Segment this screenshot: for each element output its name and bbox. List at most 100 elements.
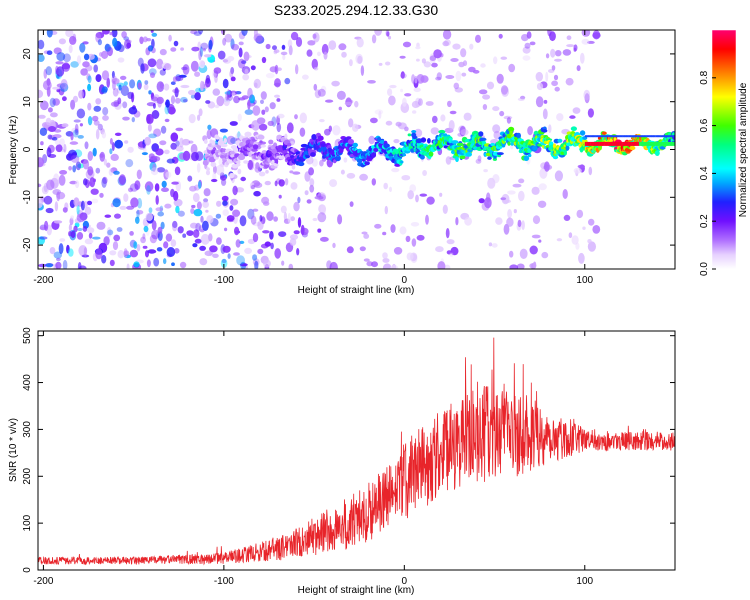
heatmap-cell	[252, 208, 259, 212]
heatmap-cell	[66, 153, 74, 161]
heatmap-cell	[253, 78, 261, 89]
ridge-cell	[347, 138, 354, 145]
heatmap-cell	[257, 248, 264, 255]
heatmap-cell	[431, 62, 438, 68]
heatmap-cell	[43, 195, 53, 205]
heatmap-cell	[202, 200, 210, 209]
heatmap-cell	[287, 39, 293, 48]
ridge-cell	[455, 156, 459, 162]
heatmap-cell	[73, 197, 80, 207]
heatmap-cell	[475, 158, 482, 164]
heatmap-cell	[83, 201, 89, 208]
heatmap-cell	[45, 263, 54, 268]
heatmap-cell	[77, 227, 83, 232]
heatmap-cell	[78, 245, 88, 257]
heatmap-cell	[199, 80, 204, 92]
heatmap-cell	[55, 261, 62, 269]
heatmap-cell	[135, 216, 140, 224]
heatmap-cell	[170, 47, 177, 52]
heatmap-cell	[468, 66, 476, 73]
bottom-plot-frame	[37, 330, 676, 571]
heatmap-cell	[580, 52, 585, 64]
heatmap-cell	[281, 44, 286, 50]
heatmap-cell	[215, 213, 222, 219]
heatmap-cell	[116, 227, 123, 232]
heatmap-cell	[137, 143, 147, 150]
heatmap-cell	[312, 33, 317, 39]
ridge-cell	[479, 137, 487, 142]
heatmap-cell	[276, 98, 281, 102]
ridge-steady-cell	[653, 141, 656, 146]
heatmap-cell	[157, 211, 164, 217]
ridge-halo-cell	[597, 135, 600, 138]
ridge-cell	[287, 142, 292, 147]
heatmap-cell	[200, 233, 210, 245]
ridge-cell	[334, 155, 341, 162]
heatmap-cell	[198, 108, 203, 117]
ridge-cell	[451, 140, 459, 144]
heatmap-cell	[146, 102, 156, 107]
heatmap-cell	[446, 250, 452, 255]
ridge-cell	[356, 158, 363, 163]
heatmap-cell	[77, 135, 84, 139]
heatmap-cell	[418, 98, 423, 106]
heatmap-cell	[290, 182, 298, 190]
heatmap-cell	[261, 196, 270, 204]
heatmap-cell	[87, 227, 95, 234]
heatmap-cell	[196, 201, 202, 210]
heatmap-cell	[430, 127, 439, 135]
heatmap-cell	[272, 45, 277, 51]
heatmap-cell	[133, 241, 138, 249]
heatmap-cell	[80, 68, 88, 76]
heatmap-cell	[170, 239, 177, 247]
heatmap-cell	[50, 177, 59, 189]
heatmap-cell	[405, 235, 411, 243]
ridge-halo-cell	[660, 135, 663, 138]
ridge-cell	[258, 171, 266, 177]
heatmap-cell	[54, 139, 61, 146]
heatmap-cell	[367, 80, 376, 84]
heatmap-cell	[53, 173, 60, 184]
heatmap-cell	[260, 243, 269, 249]
heatmap-cell	[147, 249, 157, 254]
heatmap-cell	[157, 231, 163, 242]
ridge-steady-cell	[669, 141, 672, 146]
ridge-cell	[237, 168, 242, 175]
heatmap-cell	[191, 46, 200, 52]
heatmap-cell	[206, 215, 214, 224]
heatmap-cell	[388, 95, 396, 106]
heatmap-cell	[56, 52, 66, 62]
heatmap-cell	[284, 178, 289, 186]
ridge-halo-cell	[593, 135, 596, 138]
ridge-cell	[419, 154, 425, 160]
heatmap-cell	[102, 176, 108, 184]
heatmap-cell	[47, 107, 53, 113]
heatmap-cell	[252, 105, 261, 116]
heatmap-cell	[435, 246, 444, 253]
heatmap-cell	[63, 143, 67, 153]
heatmap-cell	[70, 99, 76, 110]
heatmap-cell	[182, 64, 190, 75]
heatmap-cell	[554, 50, 562, 57]
heatmap-cell	[95, 74, 102, 83]
heatmap-cell	[226, 94, 233, 101]
heatmap-cell	[337, 214, 343, 225]
heatmap-cell	[389, 84, 397, 89]
heatmap-cell	[89, 177, 96, 188]
heatmap-cell	[163, 83, 170, 91]
heatmap-cell	[186, 230, 194, 237]
heatmap-cell	[273, 50, 278, 55]
heatmap-cell	[509, 264, 518, 269]
heatmap-cell	[101, 70, 110, 81]
ridge-cell	[412, 135, 418, 140]
heatmap-cell	[155, 148, 164, 156]
heatmap-cell	[492, 124, 501, 134]
heatmap-cell	[254, 82, 258, 88]
heatmap-cell	[406, 252, 414, 261]
heatmap-cell	[70, 215, 74, 220]
heatmap-cell	[238, 41, 244, 46]
heatmap-cell	[56, 191, 66, 200]
heatmap-cell	[592, 225, 601, 234]
heatmap-cell	[222, 37, 227, 46]
ridge-cell	[428, 151, 434, 157]
